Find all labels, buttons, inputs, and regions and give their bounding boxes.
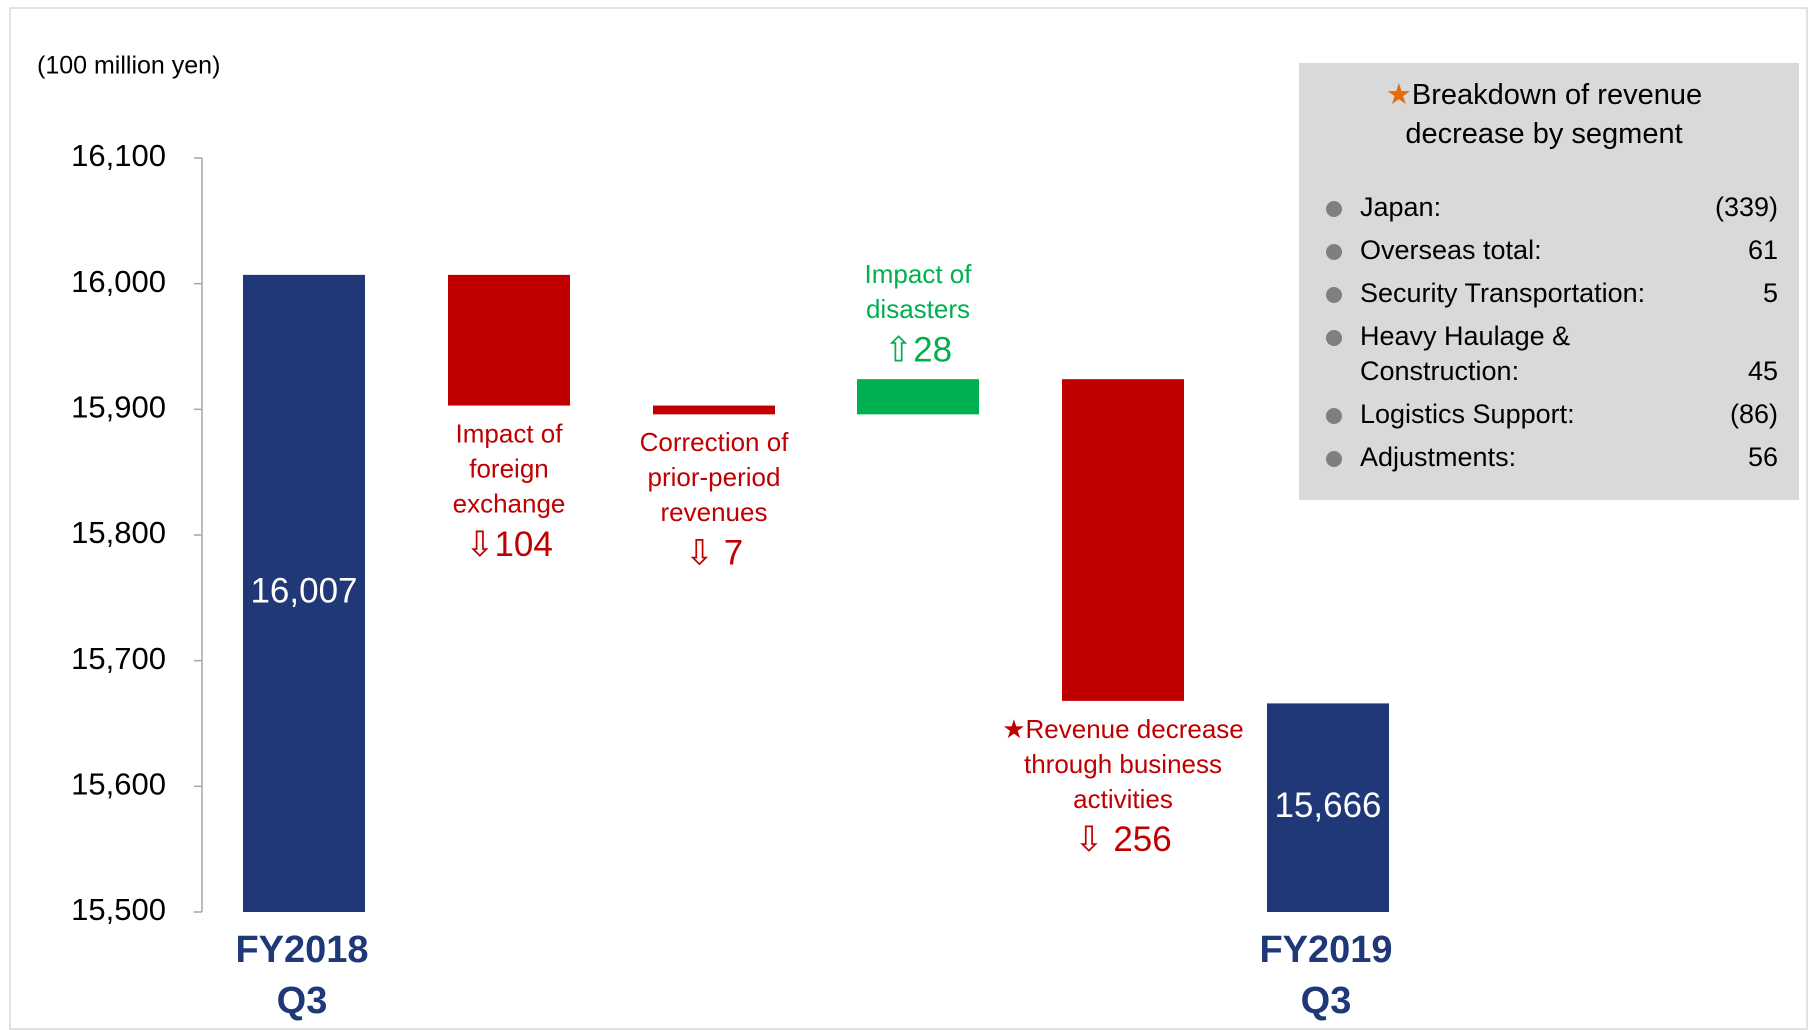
segment-value: (86) xyxy=(1730,399,1778,429)
bullet xyxy=(1326,451,1342,467)
category-label: prior-period xyxy=(648,462,781,492)
segment-name: Logistics Support: xyxy=(1360,399,1575,429)
delta-bar xyxy=(857,379,979,415)
value-label: ⇩ 256 xyxy=(1074,820,1171,859)
y-tick-label: 15,900 xyxy=(71,390,166,425)
y-tick-label: 15,700 xyxy=(71,641,166,676)
y-tick-label: 15,800 xyxy=(71,515,166,550)
segment-value: 45 xyxy=(1748,356,1778,386)
title-mark: ★ xyxy=(1386,79,1412,111)
category-label: Impact of xyxy=(865,259,973,289)
x-tick-label: Q3 xyxy=(277,980,328,1022)
value-label: 16,007 xyxy=(250,572,357,611)
delta-bar xyxy=(448,274,570,406)
x-tick-label: FY2019 xyxy=(1259,929,1392,971)
segment-name: Heavy Haulage & xyxy=(1360,321,1570,351)
y-tick-label: 16,100 xyxy=(71,138,166,173)
y-tick-label: 15,600 xyxy=(71,767,166,802)
delta-bar xyxy=(653,405,775,415)
category-label: activities xyxy=(1073,784,1173,814)
segment-name: Overseas total: xyxy=(1360,235,1542,265)
title-text: decrease by segment xyxy=(1405,118,1682,150)
bullet xyxy=(1326,408,1342,424)
segment-name: Japan: xyxy=(1360,192,1441,222)
x-tick-label: Q3 xyxy=(1301,980,1352,1022)
category-label: ★Revenue decrease xyxy=(1002,714,1244,744)
category-label: through business xyxy=(1024,749,1222,779)
value-label: ⇩104 xyxy=(465,525,553,564)
segment-name: Construction: xyxy=(1360,356,1519,386)
box-title: ★Breakdown of revenue xyxy=(1386,79,1702,111)
value-label: ⇧28 xyxy=(884,330,952,369)
category-label: Impact of xyxy=(456,418,564,448)
bullet xyxy=(1326,244,1342,260)
x-tick-label: FY2018 xyxy=(235,929,368,971)
segment-name: Adjustments: xyxy=(1360,442,1516,472)
bullet xyxy=(1326,330,1342,346)
segment-value: 56 xyxy=(1748,442,1778,472)
category-label: exchange xyxy=(453,488,566,518)
delta-bar xyxy=(1062,379,1184,701)
frame xyxy=(9,7,1808,1030)
segment-value: 5 xyxy=(1763,278,1778,308)
title-text: Breakdown of revenue xyxy=(1412,79,1702,111)
value-label: ⇩ 7 xyxy=(685,534,744,573)
breakdown-box xyxy=(1299,63,1799,500)
category-label: revenues xyxy=(661,497,768,527)
value-label: 15,666 xyxy=(1274,786,1381,825)
category-label: Correction of xyxy=(640,427,790,457)
y-tick-label: 15,500 xyxy=(71,892,166,927)
unit-label: (100 million yen) xyxy=(37,52,220,80)
box-title: decrease by segment xyxy=(1405,118,1682,150)
segment-value: (339) xyxy=(1715,192,1778,222)
y-tick-label: 16,000 xyxy=(71,264,166,299)
bullet xyxy=(1326,201,1342,217)
total-bar xyxy=(243,274,365,912)
segment-name: Security Transportation: xyxy=(1360,278,1645,308)
category-label: disasters xyxy=(866,294,970,324)
total-bar xyxy=(1267,703,1389,912)
segment-value: 61 xyxy=(1748,235,1778,265)
bullet xyxy=(1326,287,1342,303)
category-label: foreign xyxy=(469,453,549,483)
